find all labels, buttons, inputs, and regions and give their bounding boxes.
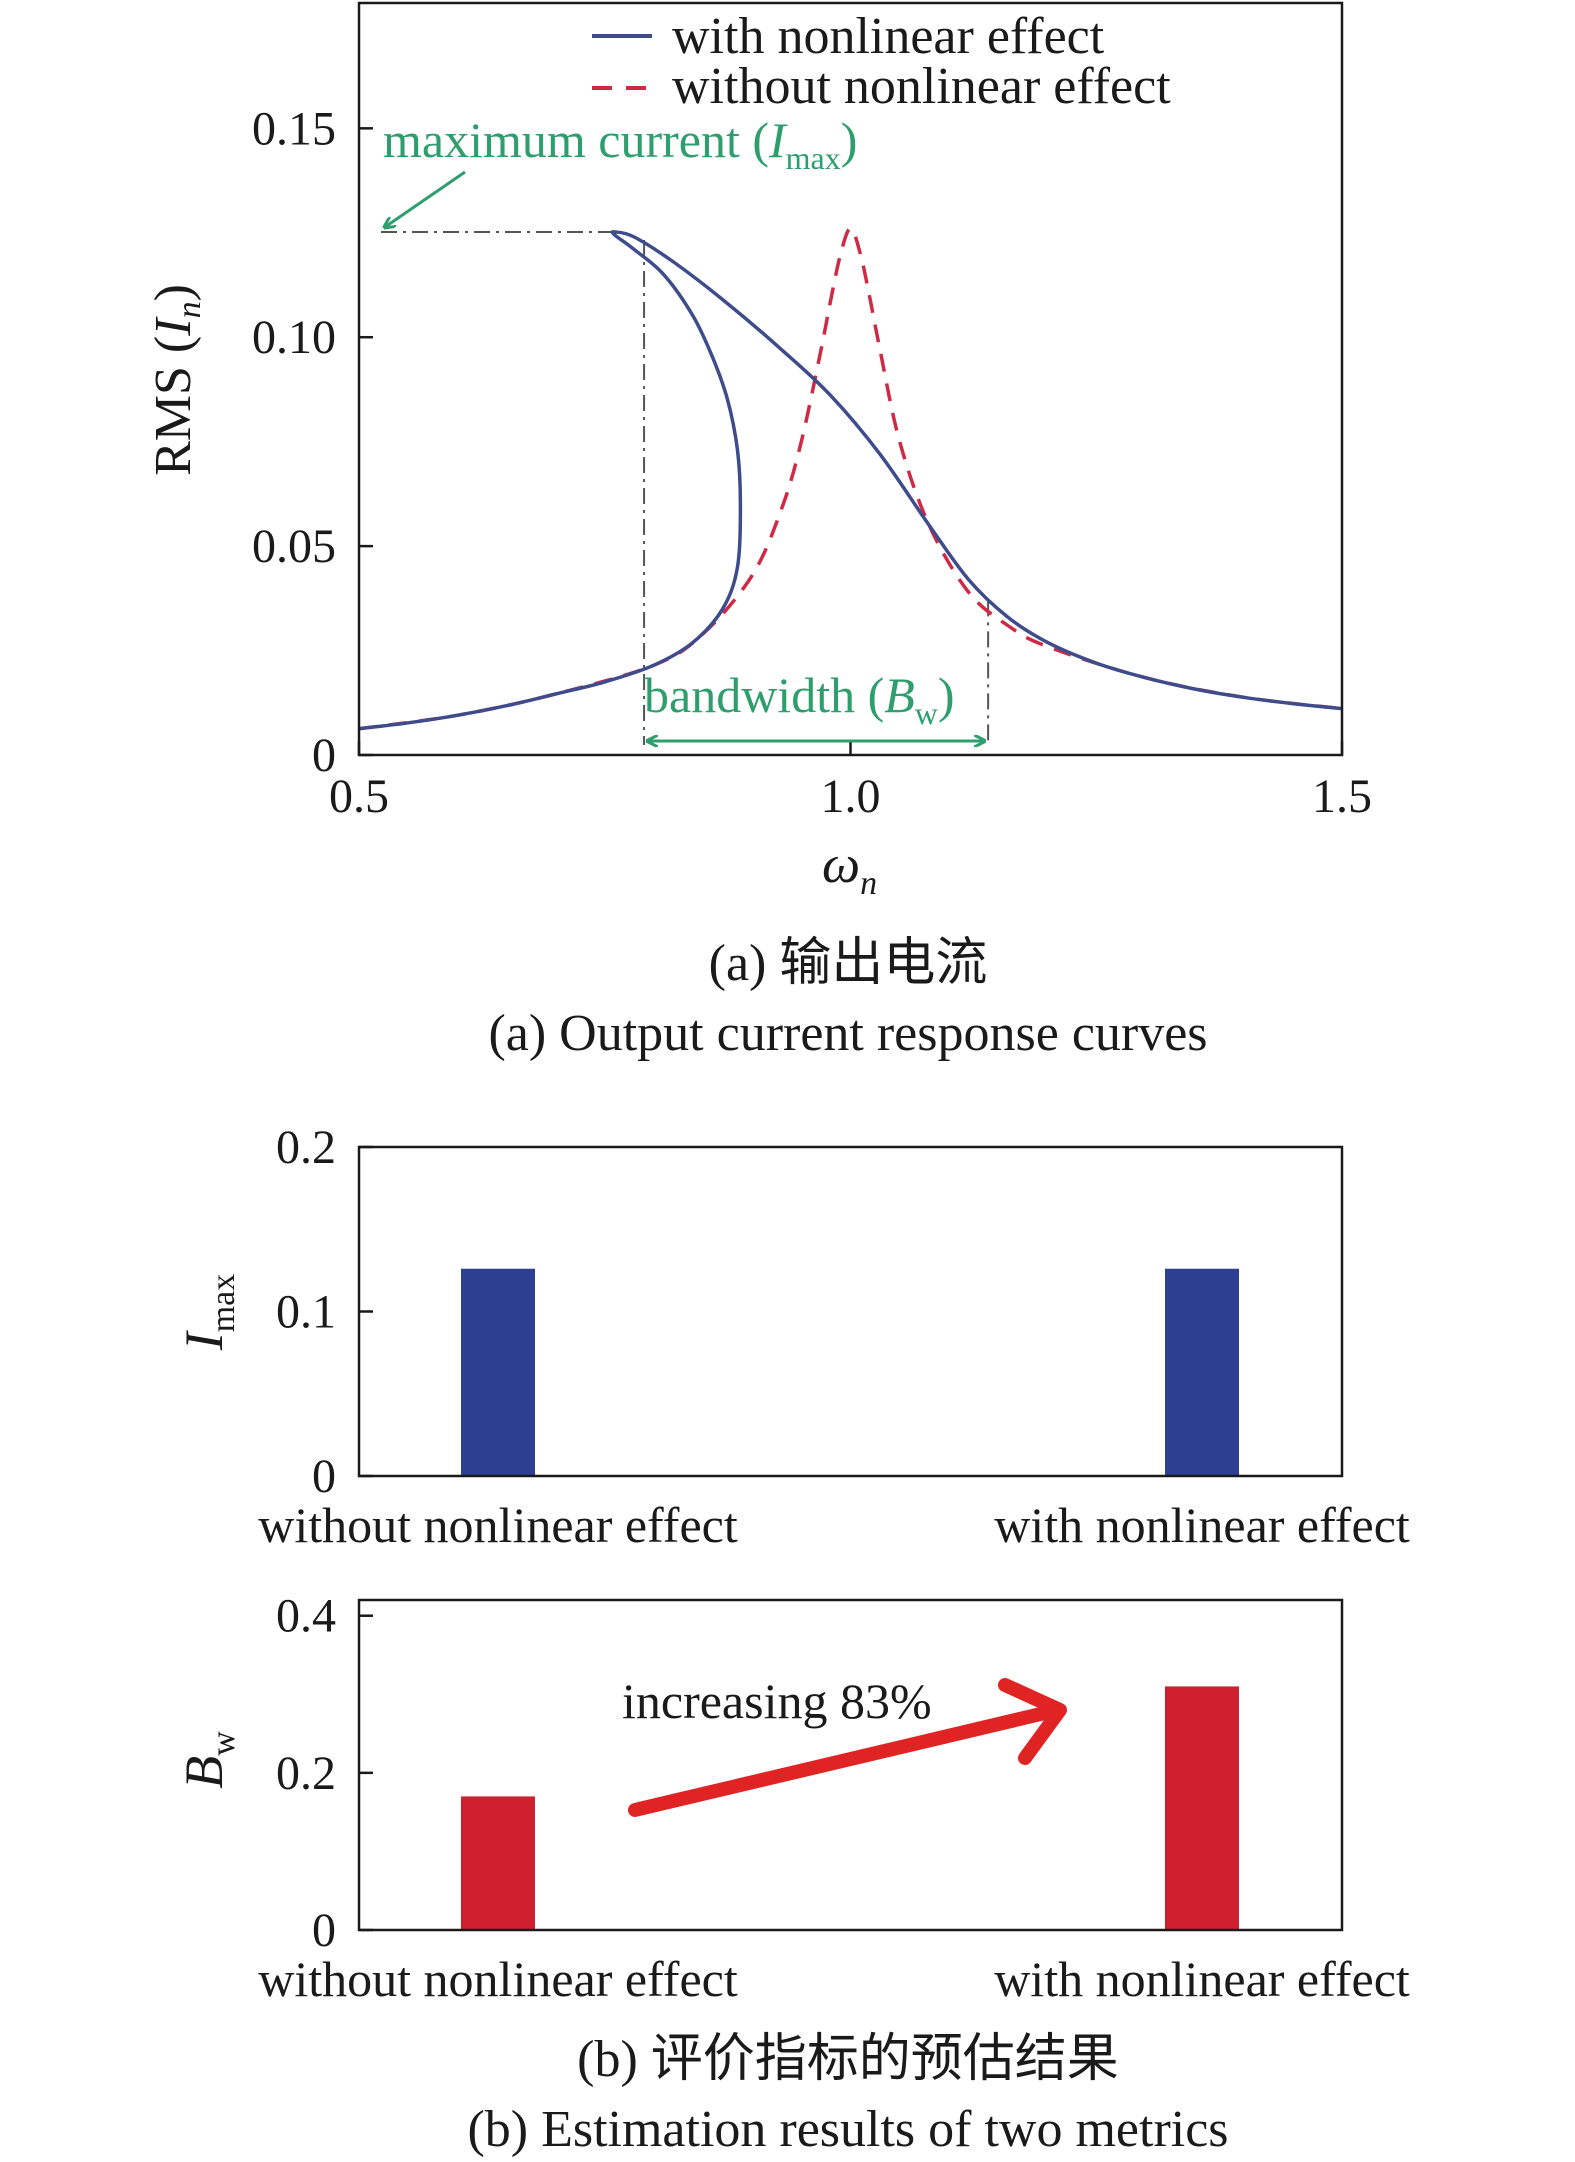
y-tick-label-b2: 0.4 bbox=[276, 1590, 336, 1643]
legend-label-with: with nonlinear effect bbox=[672, 8, 1105, 65]
annotation-guides bbox=[381, 230, 990, 745]
caption-b-en: (b) Estimation results of two metrics bbox=[467, 2101, 1228, 2158]
categories-b2: without nonlinear effect with nonlinear e… bbox=[258, 1951, 1410, 2007]
bandwidth-sub: w bbox=[915, 695, 938, 731]
category-label-b1: with nonlinear effect bbox=[994, 1497, 1410, 1553]
y-ticks-b2: 0 0.2 0.4 bbox=[276, 1590, 373, 1957]
x-label-a-sub: n bbox=[860, 865, 877, 902]
y-label-a-close: ) bbox=[145, 284, 202, 301]
max-current-sub: max bbox=[786, 140, 841, 176]
caption-a-en: (a) Output current response curves bbox=[488, 1005, 1207, 1062]
y-tick-label-a: 0.10 bbox=[252, 311, 336, 364]
plot-frame-b2 bbox=[357, 1598, 1344, 1932]
bars-b1 bbox=[461, 1268, 1239, 1476]
bar-b1-1 bbox=[1165, 1268, 1239, 1476]
y-label-b2-var: B bbox=[174, 1756, 234, 1789]
series-line-with-nonlinear bbox=[358, 230, 1343, 731]
y-tick-label-a: 0 bbox=[312, 729, 336, 782]
bw-bar-panel: 0 0.2 0.4 Bw increasing 83% without nonlin… bbox=[174, 1590, 1410, 2158]
y-tick-label-b1: 0 bbox=[312, 1450, 336, 1503]
x-tick-label-a: 1.5 bbox=[1312, 770, 1372, 823]
bar-b2-1 bbox=[1165, 1686, 1239, 1930]
categories-b1: without nonlinear effect with nonlinear e… bbox=[258, 1497, 1410, 1553]
x-axis-label-a: ωn bbox=[822, 834, 877, 902]
max-current-text: maximum current ( bbox=[383, 112, 769, 168]
x-tick-label-a: 0.5 bbox=[329, 770, 389, 823]
series-line-without-nonlinear bbox=[358, 226, 1343, 731]
y-label-a-sub: n bbox=[171, 301, 208, 318]
y-tick-label-b2: 0 bbox=[312, 1904, 336, 1957]
y-tick-label-b1: 0.1 bbox=[276, 1286, 336, 1339]
bandwidth-var: B bbox=[884, 667, 915, 723]
category-label-b2: with nonlinear effect bbox=[994, 1951, 1410, 2007]
y-label-a-var: I bbox=[145, 316, 202, 337]
y-tick-label-a: 0.15 bbox=[252, 102, 336, 155]
plot-frame-b1 bbox=[357, 1145, 1344, 1478]
x-label-a-main: ω bbox=[822, 834, 860, 894]
max-current-arrow bbox=[385, 170, 466, 227]
line-chart-panel: 0 0.05 0.10 0.15 0.5 1.0 1.5 with nonlinear e… bbox=[145, 1, 1372, 1062]
caption-a-cn: (a) 输出电流 bbox=[709, 935, 988, 992]
y-tick-label-b2: 0.2 bbox=[276, 1747, 336, 1800]
y-axis-label-b2: Bw bbox=[174, 1731, 242, 1789]
y-label-a-main: RMS ( bbox=[145, 336, 202, 476]
y-axis-label-a: RMS (In) bbox=[145, 284, 208, 476]
y-ticks-b1: 0 0.1 0.2 bbox=[276, 1121, 373, 1503]
legend: with nonlinear effect without nonlinear … bbox=[592, 8, 1171, 115]
bandwidth-text: bandwidth ( bbox=[644, 667, 884, 723]
increase-annotation: increasing 83% bbox=[622, 1673, 932, 1729]
caption-b-cn: (b) 评价指标的预估结果 bbox=[577, 2031, 1119, 2088]
imax-bar-panel: 00.10.2 Imax without nonlinear effect wit… bbox=[174, 1121, 1410, 1553]
plot-frame-a bbox=[357, 1, 1344, 757]
category-label-b2: without nonlinear effect bbox=[258, 1951, 738, 2007]
bar-b2-0 bbox=[461, 1796, 535, 1930]
y-label-b1-sub: max bbox=[205, 1274, 242, 1333]
bandwidth-label: bandwidth (Bw) bbox=[644, 667, 955, 731]
y-ticks-a: 0 0.05 0.10 0.15 bbox=[252, 102, 373, 782]
y-tick-label-a: 0.05 bbox=[252, 520, 336, 573]
x-ticks-a: 0.5 1.0 1.5 bbox=[329, 741, 1372, 823]
max-current-var: I bbox=[768, 112, 788, 168]
bars-b2 bbox=[461, 1686, 1239, 1930]
bandwidth-close: ) bbox=[938, 667, 955, 723]
max-current-close: ) bbox=[841, 112, 858, 168]
legend-label-without: without nonlinear effect bbox=[672, 58, 1171, 115]
x-tick-label-a: 1.0 bbox=[821, 770, 881, 823]
y-axis-label-b1: Imax bbox=[174, 1274, 242, 1352]
max-current-label: maximum current (Imax) bbox=[383, 112, 857, 176]
y-label-b2-sub: w bbox=[205, 1731, 242, 1756]
increase-arrow bbox=[628, 1678, 1067, 1817]
category-label-b1: without nonlinear effect bbox=[258, 1497, 738, 1553]
y-label-b1-var: I bbox=[174, 1329, 234, 1351]
series-layer bbox=[358, 226, 1343, 731]
bar-b1-0 bbox=[461, 1268, 535, 1476]
y-tick-label-b1: 0.2 bbox=[276, 1121, 336, 1174]
